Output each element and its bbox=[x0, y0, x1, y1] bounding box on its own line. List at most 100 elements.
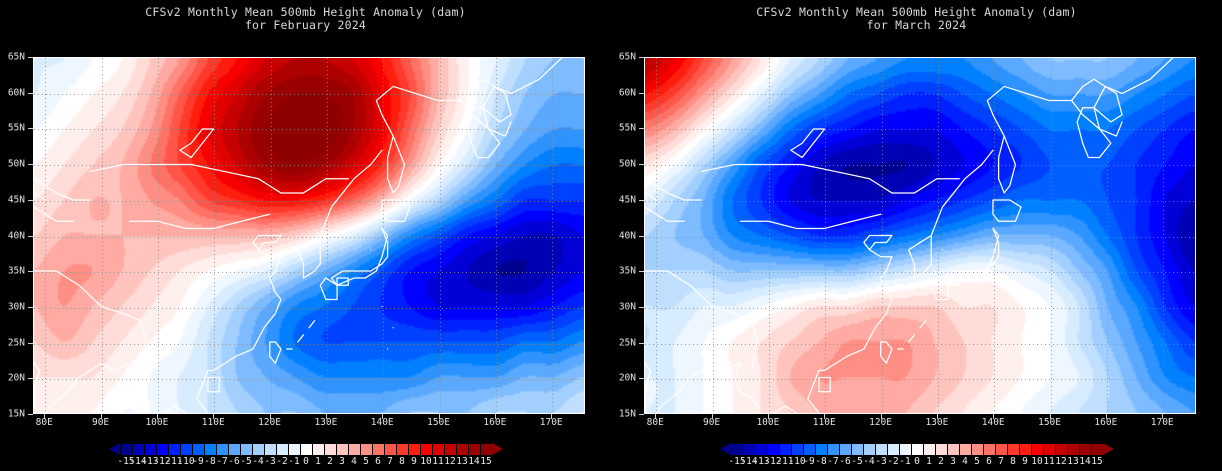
xtick-150E: 150E bbox=[427, 417, 450, 428]
ytick-65N: 65N bbox=[7, 51, 25, 63]
title-line-1: CFSv2 Monthly Mean 500mb Height Anomaly … bbox=[756, 5, 1077, 19]
ytickmark bbox=[28, 199, 33, 201]
ytick-50N: 50N bbox=[7, 158, 25, 170]
colorbar-segment bbox=[947, 443, 959, 456]
ytickmark bbox=[639, 128, 644, 130]
xtick-160E: 160E bbox=[483, 417, 507, 428]
xtickmark bbox=[325, 414, 327, 419]
colorbar-tick--5: -5 bbox=[240, 456, 252, 467]
xtickmark bbox=[880, 414, 882, 419]
colorbar-tick--8: -8 bbox=[204, 456, 216, 467]
colorbar-segment bbox=[180, 443, 192, 456]
colorbar-tick-4: 4 bbox=[351, 456, 357, 467]
colorbar-segment bbox=[1067, 443, 1079, 456]
colorbar-segment bbox=[911, 443, 923, 456]
ytick-20N: 20N bbox=[7, 372, 25, 384]
colorbar-tick--1: -1 bbox=[288, 456, 300, 467]
colorbar-segment bbox=[815, 443, 827, 456]
xtick-100E: 100E bbox=[145, 417, 169, 428]
xtickmark bbox=[494, 414, 496, 419]
colorbar-tick--15: -15 bbox=[117, 456, 135, 467]
ytickmark bbox=[639, 235, 644, 237]
colorbar-tick-11: 11 bbox=[1043, 456, 1055, 467]
colorbar-tick--6: -6 bbox=[228, 456, 240, 467]
colorbar-tick--5: -5 bbox=[851, 456, 863, 467]
ytickmark bbox=[28, 414, 33, 415]
xtickmark bbox=[824, 414, 826, 419]
colorbar-segment bbox=[480, 443, 492, 456]
colorbar-segment bbox=[791, 443, 803, 456]
colorbar-segment bbox=[959, 443, 971, 456]
colorbar-tick--9: -9 bbox=[192, 456, 204, 467]
ytickmark bbox=[28, 57, 33, 58]
xtickmark bbox=[438, 414, 440, 419]
ytickmark bbox=[639, 271, 644, 273]
colorbar-segment bbox=[923, 443, 935, 456]
colorbar-segment bbox=[1055, 443, 1067, 456]
colorbar-tick--14: -14 bbox=[129, 456, 147, 467]
colorbar-tick-5: 5 bbox=[974, 456, 980, 467]
ytick-15N: 15N bbox=[7, 408, 25, 420]
xtickmark bbox=[1105, 414, 1107, 419]
xtickmark bbox=[655, 414, 657, 419]
ytickmark bbox=[639, 92, 644, 94]
ytickmark bbox=[28, 235, 33, 237]
colorbar-segment bbox=[456, 443, 468, 456]
colorbar-tick-0: 0 bbox=[914, 456, 920, 467]
xtick-120E: 120E bbox=[258, 417, 282, 428]
colorbar-segment bbox=[240, 443, 252, 456]
colorbar-segment bbox=[156, 443, 168, 456]
colorbar-labels-march: -15 -14 -13 -12 -11 -10 -9 -8 -7 -6 -5 -4 -3 -2 -1 0 1 2 3… bbox=[728, 456, 1103, 470]
colorbar-tick-6: 6 bbox=[375, 456, 381, 467]
colorbar-segment bbox=[468, 443, 480, 456]
colorbar-tick--2: -2 bbox=[887, 456, 899, 467]
ytickmark bbox=[28, 271, 33, 273]
colorbar-tick-15: 15 bbox=[1091, 456, 1103, 467]
colorbar-tick-13: 13 bbox=[1067, 456, 1079, 467]
xtick-110E: 110E bbox=[201, 417, 225, 428]
xtick-160E: 160E bbox=[1094, 417, 1118, 428]
colorbar-segment bbox=[803, 443, 815, 456]
ytick-40N: 40N bbox=[618, 230, 636, 241]
colorbar-tick-12: 12 bbox=[1055, 456, 1067, 467]
colorbar-segment bbox=[1019, 443, 1031, 456]
xtick-150E: 150E bbox=[1038, 417, 1061, 428]
colorbar-tick-5: 5 bbox=[363, 456, 369, 467]
ytick-60N: 60N bbox=[7, 87, 25, 99]
colorbar-labels-february: -15 -14 -13 -12 -11 -10 -9 -8 -7 -6 -5 -4 -3 -2 -1 0 1 2 3… bbox=[117, 456, 492, 470]
colorbar-tick--4: -4 bbox=[863, 456, 875, 467]
title-line-2: for February 2024 bbox=[244, 18, 367, 32]
colorbar-segment bbox=[875, 443, 887, 456]
ytick-20N: 20N bbox=[618, 372, 636, 384]
colorbar-segment bbox=[372, 443, 384, 456]
ytickmark bbox=[28, 164, 33, 166]
panel-title-march: CFSv2 Monthly Mean 500mb Height Anomaly … bbox=[611, 6, 1222, 32]
colorbar-tick-6: 6 bbox=[986, 456, 992, 467]
colorbar-tick-9: 9 bbox=[411, 456, 417, 467]
xtick-170E: 170E bbox=[1150, 417, 1174, 428]
map-plot-march bbox=[644, 57, 1196, 414]
colorbar-segment bbox=[755, 443, 767, 456]
colorbar-tick--12: -12 bbox=[764, 456, 782, 467]
ytickmark bbox=[639, 342, 644, 344]
xtick-130E: 130E bbox=[925, 417, 949, 428]
ytickmark bbox=[639, 378, 644, 380]
ytickmark bbox=[28, 92, 33, 94]
panel-march: CFSv2 Monthly Mean 500mb Height Anomaly … bbox=[611, 0, 1222, 471]
colorbar-tick--11: -11 bbox=[776, 456, 794, 467]
colorbar-tick-1: 1 bbox=[315, 456, 321, 467]
colorbar-segment bbox=[1031, 443, 1043, 456]
ytick-25N: 25N bbox=[7, 337, 25, 349]
panel-february: CFSv2 Monthly Mean 500mb Height Anomaly … bbox=[7, 6, 585, 470]
colorbar-segment bbox=[204, 443, 216, 456]
colorbar-segment bbox=[887, 443, 899, 456]
ytick-25N: 25N bbox=[618, 337, 636, 349]
ytickmark bbox=[639, 164, 644, 166]
colorbar-segment bbox=[731, 443, 743, 456]
colorbar-tick--3: -3 bbox=[264, 456, 276, 467]
colorbar-tick--1: -1 bbox=[899, 456, 911, 467]
colorbar-segment bbox=[444, 443, 456, 456]
colorbar-segment bbox=[348, 443, 360, 456]
colorbar-segment bbox=[432, 443, 444, 456]
xtick-130E: 130E bbox=[314, 417, 338, 428]
